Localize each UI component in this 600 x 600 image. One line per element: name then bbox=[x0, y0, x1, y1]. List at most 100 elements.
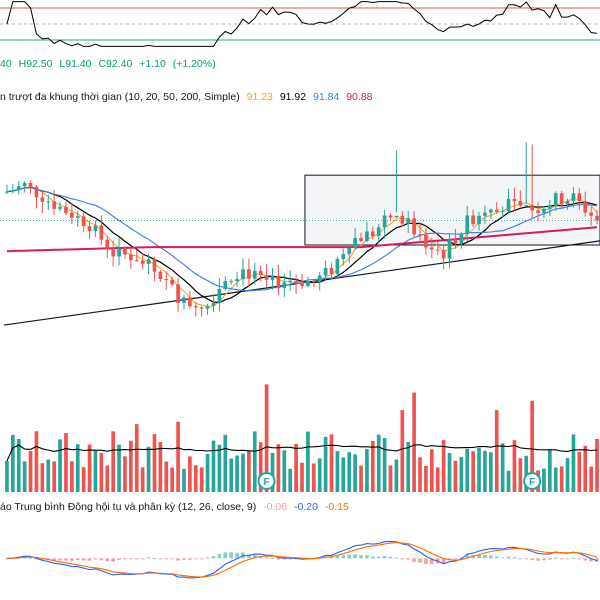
macd-hist-bar bbox=[418, 558, 422, 563]
macd-hist-bar bbox=[247, 554, 251, 559]
candle-body bbox=[294, 280, 298, 283]
candle bbox=[536, 202, 540, 222]
candle-body bbox=[394, 215, 399, 218]
candle bbox=[34, 185, 39, 209]
volume-bar bbox=[93, 450, 98, 492]
macd-signal-line bbox=[6, 542, 598, 578]
volume-bar bbox=[595, 438, 599, 492]
volume-bar bbox=[311, 463, 316, 492]
macd-hist-bar bbox=[146, 557, 151, 559]
candle bbox=[99, 215, 104, 246]
volume-bar bbox=[270, 452, 275, 492]
candle-body bbox=[16, 186, 21, 191]
macd-hist-bar bbox=[571, 557, 576, 559]
volume-bar bbox=[282, 450, 287, 492]
candle-body bbox=[182, 297, 186, 303]
candle bbox=[559, 190, 564, 209]
candle-body bbox=[542, 208, 546, 213]
volume-bar bbox=[341, 457, 346, 492]
candle bbox=[477, 212, 481, 231]
candle-body bbox=[152, 259, 157, 272]
macd-hist-bar bbox=[589, 558, 593, 562]
macd-hist-bar bbox=[353, 554, 357, 559]
volume-bar bbox=[211, 440, 216, 492]
candle-body bbox=[447, 239, 452, 259]
macd-hist-bar bbox=[500, 557, 505, 559]
volume-bar bbox=[87, 444, 92, 492]
volume-bar bbox=[577, 451, 582, 492]
macd-hist-bar bbox=[199, 558, 204, 560]
event-marker-label: F bbox=[529, 477, 535, 488]
macd-hist-bar bbox=[335, 555, 340, 559]
volume-bar bbox=[182, 468, 186, 492]
volume-bar bbox=[170, 467, 175, 492]
volume-bar bbox=[548, 449, 552, 492]
volume-bar bbox=[589, 466, 593, 492]
candle-body bbox=[388, 215, 393, 218]
macd-hist-bar bbox=[152, 558, 157, 560]
candle-body bbox=[276, 275, 281, 289]
candle bbox=[347, 245, 352, 264]
candle-body bbox=[235, 279, 239, 282]
candle-body bbox=[247, 269, 251, 279]
volume-bar bbox=[258, 442, 263, 492]
volume-bar bbox=[75, 444, 80, 492]
volume-bar bbox=[483, 450, 487, 492]
candle-body bbox=[583, 201, 588, 213]
macd-hist-bar bbox=[441, 558, 446, 564]
candle bbox=[453, 228, 458, 249]
volume-bar bbox=[382, 438, 387, 492]
candle bbox=[288, 270, 293, 291]
candle bbox=[359, 232, 363, 243]
candle-body bbox=[595, 215, 599, 221]
candle-body bbox=[123, 248, 127, 255]
volume-bar bbox=[105, 465, 110, 492]
macd-hist-bar bbox=[235, 552, 239, 559]
event-marker: F bbox=[257, 472, 276, 490]
ohlc-change-pct: (+1.20%) bbox=[172, 58, 216, 70]
volume-bar bbox=[559, 466, 564, 492]
ma200-line bbox=[6, 226, 598, 253]
candle bbox=[335, 256, 340, 278]
volume-bar bbox=[489, 452, 493, 492]
candle bbox=[394, 150, 399, 218]
macd-hist-value: -0.06 bbox=[263, 501, 288, 513]
volume-bar bbox=[64, 433, 68, 492]
candle bbox=[400, 211, 405, 227]
candle-body bbox=[382, 215, 387, 228]
candle bbox=[111, 240, 115, 267]
candle-body bbox=[359, 238, 363, 241]
candle-body bbox=[140, 260, 145, 264]
candle bbox=[5, 184, 9, 195]
macd-hist-bar bbox=[477, 554, 481, 559]
ma-legend: n trượt đa khung thời gian (10, 20, 50, … bbox=[0, 91, 377, 103]
macd-hist-bar bbox=[388, 556, 393, 559]
ohlc-high: H92.50 bbox=[18, 58, 53, 70]
volume-bar bbox=[388, 465, 393, 492]
macd-hist-bar bbox=[577, 558, 582, 560]
candle bbox=[223, 276, 228, 291]
candle-body bbox=[577, 193, 582, 202]
candle bbox=[217, 278, 222, 312]
candle-body bbox=[311, 281, 316, 283]
macd-hist-bar bbox=[394, 557, 399, 559]
candle-body bbox=[548, 205, 552, 209]
candle-body bbox=[530, 205, 534, 211]
candle bbox=[524, 142, 529, 207]
macd-hist-bar bbox=[123, 558, 127, 560]
candle bbox=[435, 241, 440, 256]
volume-bar bbox=[52, 461, 56, 492]
candle-body bbox=[105, 239, 110, 250]
candle bbox=[489, 208, 493, 219]
candle bbox=[548, 199, 552, 216]
macd-hist-bar bbox=[264, 557, 269, 559]
volume-bar bbox=[16, 438, 21, 492]
macd-hist-bar bbox=[140, 558, 145, 560]
candle bbox=[323, 260, 328, 281]
volume-bar bbox=[140, 467, 145, 492]
macd-hist-bar bbox=[164, 558, 169, 560]
macd-hist-bar bbox=[565, 558, 570, 560]
macd-hist-bar bbox=[5, 558, 9, 560]
macd-hist-bar bbox=[341, 555, 346, 559]
